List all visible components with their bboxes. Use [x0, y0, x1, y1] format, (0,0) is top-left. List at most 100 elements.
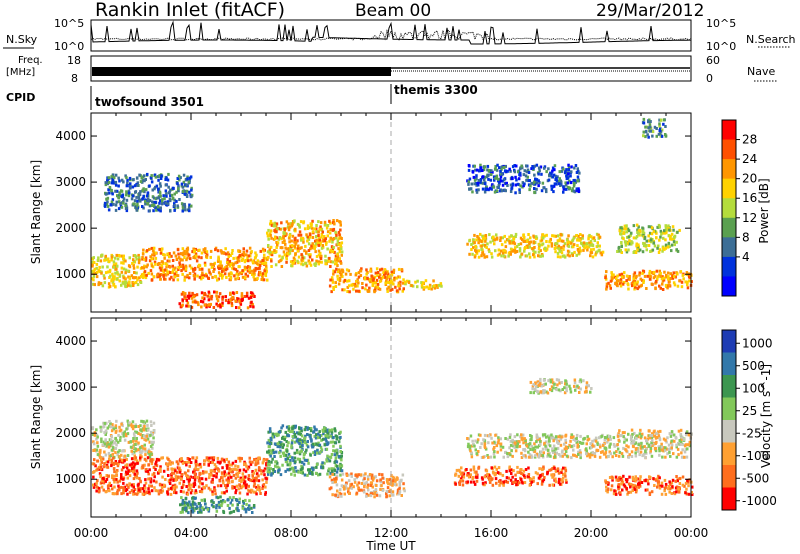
- echo-cell: [338, 276, 342, 280]
- echo-cell: [262, 256, 266, 260]
- echo-cell: [509, 433, 512, 437]
- echo-cell: [319, 251, 322, 255]
- echo-cell: [134, 456, 138, 460]
- echo-cell: [172, 471, 176, 475]
- echo-cell: [99, 425, 102, 429]
- echo-cell: [227, 460, 231, 464]
- echo-cell: [330, 469, 334, 473]
- echo-cell: [230, 298, 233, 301]
- echo-cell: [499, 175, 503, 179]
- echo-cell: [310, 226, 314, 230]
- echo-cell: [299, 468, 303, 472]
- echo-cell: [311, 236, 315, 239]
- echo-cell: [528, 442, 532, 446]
- echo-cell: [102, 421, 105, 425]
- echo-cell: [147, 472, 150, 476]
- echo-cell: [93, 283, 96, 287]
- echo-cell: [113, 478, 116, 482]
- echo-cell: [183, 205, 187, 209]
- echo-cell: [126, 432, 130, 436]
- echo-cell: [125, 434, 128, 438]
- echo-cell: [129, 284, 132, 288]
- echo-cell: [667, 234, 671, 238]
- echo-cell: [244, 510, 248, 514]
- echo-cell: [296, 451, 299, 455]
- echo-cell: [217, 259, 220, 263]
- echo-cell: [469, 187, 473, 191]
- echo-cell: [655, 127, 658, 130]
- echo-cell: [154, 462, 157, 466]
- echo-cell: [249, 291, 253, 295]
- echo-cell: [151, 473, 154, 477]
- echo-cell: [286, 463, 289, 467]
- echo-cell: [281, 463, 284, 467]
- echo-cell: [249, 254, 252, 258]
- echo-cell: [322, 432, 325, 436]
- echo-cell: [588, 243, 592, 247]
- echo-cell: [578, 238, 581, 242]
- echo-cell: [511, 249, 514, 253]
- echo-cell: [105, 477, 109, 481]
- echo-cell: [115, 462, 118, 466]
- echo-cell: [336, 489, 339, 493]
- echo-cell: [205, 456, 209, 460]
- echo-cell: [355, 289, 358, 293]
- echo-cell: [144, 276, 148, 280]
- echo-cell: [645, 248, 648, 252]
- echo-cell: [160, 260, 164, 264]
- echo-cell: [240, 292, 244, 296]
- echo-cell: [554, 178, 557, 181]
- echo-cell: [125, 190, 128, 194]
- echo-cell: [538, 438, 541, 441]
- echo-cell: [487, 177, 490, 181]
- echo-cell: [251, 302, 254, 306]
- echo-cell: [571, 238, 575, 242]
- echo-cell: [505, 181, 508, 185]
- echo-cell: [497, 441, 500, 445]
- echo-cell: [205, 254, 208, 258]
- echo-cell: [180, 182, 184, 186]
- echo-cell: [130, 483, 134, 487]
- echo-cell: [104, 429, 108, 433]
- echo-cell: [554, 174, 558, 178]
- echo-cell: [320, 260, 323, 264]
- echo-cell: [645, 287, 648, 290]
- echo-cell: [629, 233, 632, 237]
- echo-cell: [197, 255, 200, 259]
- echo-cell: [145, 490, 149, 494]
- echo-cell: [112, 456, 115, 460]
- echo-cell: [493, 450, 496, 454]
- echo-cell: [265, 458, 269, 462]
- echo-cell: [619, 226, 622, 230]
- echo-cell: [186, 301, 190, 305]
- nsearch-label: N.Search: [746, 33, 796, 46]
- echo-cell: [218, 274, 222, 277]
- echo-cell: [294, 424, 297, 428]
- echo-cell: [475, 190, 479, 194]
- echo-cell: [244, 469, 248, 473]
- echo-cell: [599, 445, 602, 449]
- echo-cell: [626, 241, 629, 245]
- echo-cell: [177, 467, 181, 471]
- echo-cell: [232, 256, 235, 260]
- echo-cell: [225, 486, 228, 489]
- echo-cell: [211, 265, 214, 269]
- echo-cell: [106, 460, 110, 464]
- echo-cell: [134, 190, 138, 194]
- echo-cell: [600, 253, 604, 257]
- echo-cell: [235, 498, 238, 502]
- echo-cell: [241, 275, 245, 279]
- echo-cell: [232, 267, 236, 271]
- echo-cell: [317, 249, 321, 253]
- echo-cell: [301, 254, 304, 258]
- echo-cell: [248, 246, 252, 250]
- echo-cell: [243, 265, 247, 269]
- echo-cell: [106, 200, 109, 204]
- echo-cell: [187, 457, 190, 461]
- echo-cell: [231, 296, 234, 299]
- echo-cell: [647, 244, 651, 247]
- echo-cell: [99, 456, 102, 459]
- echo-cell: [316, 241, 320, 245]
- echo-cell: [184, 501, 187, 505]
- echo-cell: [147, 433, 150, 437]
